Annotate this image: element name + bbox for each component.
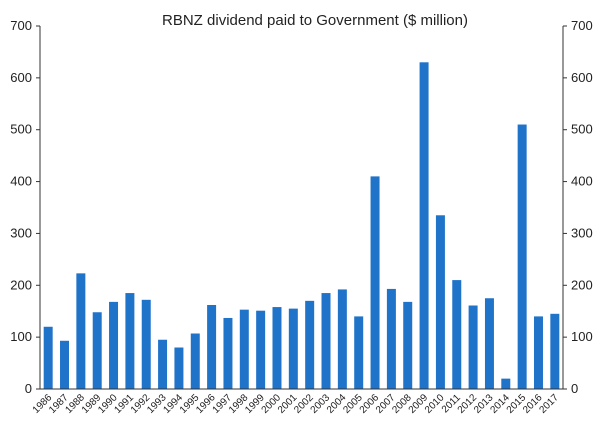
x-tick-label: 2017: [537, 392, 561, 416]
left-tick-label: 100: [10, 329, 32, 344]
bar-2005: [354, 316, 364, 389]
bar-2016: [533, 316, 543, 389]
bar-2015: [517, 124, 527, 389]
bar-2011: [452, 280, 462, 389]
right-tick-label: 100: [571, 329, 593, 344]
bar-2004: [337, 289, 347, 389]
bar-1993: [158, 339, 168, 389]
right-tick-label: 300: [571, 225, 593, 240]
left-tick-label: 600: [10, 70, 32, 85]
bar-2014: [501, 378, 511, 389]
bar-2000: [272, 307, 282, 389]
bar-1995: [190, 333, 200, 389]
bar-1991: [125, 293, 135, 389]
chart-title: RBNZ dividend paid to Government ($ mill…: [162, 12, 468, 29]
bar-1989: [92, 312, 102, 389]
bar-1996: [207, 304, 217, 389]
bar-1992: [141, 299, 151, 389]
left-tick-label: 500: [10, 122, 32, 137]
right-tick-label: 700: [571, 18, 593, 33]
bar-1999: [256, 310, 266, 389]
bar-2013: [484, 298, 494, 389]
bar-2017: [550, 313, 560, 389]
left-y-axis: 0 100 200 300 400 500 600 700: [10, 18, 41, 396]
bar-2009: [419, 62, 429, 390]
bar-2008: [403, 301, 413, 389]
bar-1988: [76, 273, 86, 389]
left-tick-label: 300: [10, 225, 32, 240]
left-tick-label: 400: [10, 174, 32, 189]
bar-2003: [321, 293, 331, 389]
x-axis: 1986198719881989199019911992199319941995…: [31, 388, 563, 416]
bars: [43, 62, 560, 390]
right-tick-label: 200: [571, 277, 593, 292]
bar-1998: [239, 309, 249, 389]
bar-1994: [174, 347, 184, 389]
right-tick-label: 400: [571, 174, 593, 189]
bar-1997: [223, 317, 233, 389]
bar-2007: [386, 288, 396, 389]
right-tick-label: 0: [571, 381, 578, 396]
right-y-axis: 0 100 200 300 400 500 600 700: [562, 18, 593, 396]
bar-1990: [109, 301, 119, 389]
right-tick-label: 600: [571, 70, 593, 85]
bar-2010: [435, 215, 445, 389]
bar-1986: [43, 326, 53, 389]
bar-2001: [288, 308, 298, 389]
bar-2012: [468, 305, 478, 389]
bar-1987: [60, 340, 70, 389]
left-tick-label: 0: [25, 381, 32, 396]
left-tick-label: 200: [10, 277, 32, 292]
bar-2002: [305, 300, 315, 389]
bar-2006: [370, 176, 380, 389]
right-tick-label: 500: [571, 122, 593, 137]
left-tick-label: 700: [10, 18, 32, 33]
